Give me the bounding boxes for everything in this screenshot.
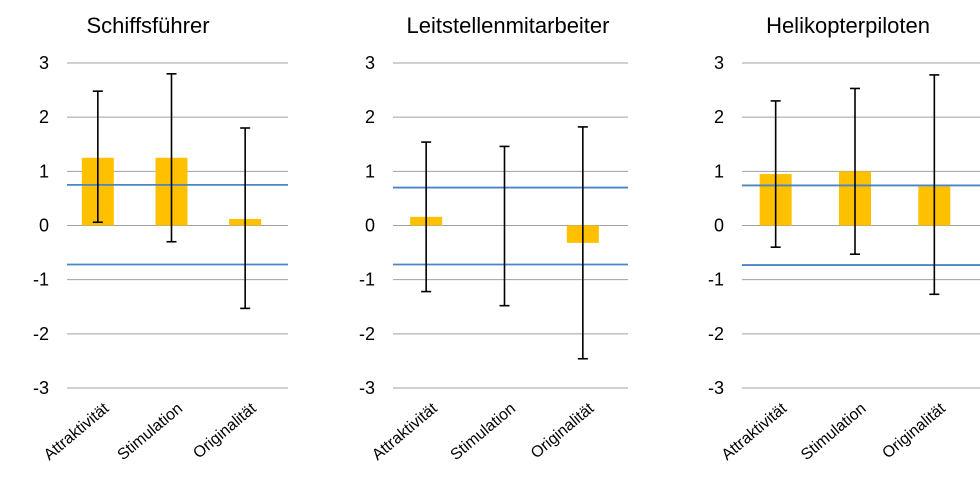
y-tick-label: -2 xyxy=(708,324,724,344)
y-tick-label: -2 xyxy=(359,324,375,344)
y-tick-label: -3 xyxy=(33,378,49,398)
chart-panel-2: Leitstellenmitarbeiter 3 2 1 0 -1 -2 -3Attrakti… xyxy=(359,13,628,464)
x-tick-label: Stimulation xyxy=(798,400,870,464)
y-tick-label: 3 xyxy=(714,53,724,73)
x-tick-label: Originalität xyxy=(879,400,949,463)
chart-title: Leitstellenmitarbeiter xyxy=(407,13,610,38)
y-tick-label: 2 xyxy=(365,107,375,127)
chart-title: Helikopterpiloten xyxy=(766,13,930,38)
y-tick-label: -3 xyxy=(359,378,375,398)
x-tick-label: Attraktivität xyxy=(369,400,441,464)
y-tick-label: -1 xyxy=(359,270,375,290)
y-tick-label: 1 xyxy=(365,161,375,181)
chart-title: Schiffsführer xyxy=(86,13,209,38)
x-tick-label: Originalität xyxy=(528,400,598,463)
y-tick-label: 2 xyxy=(39,107,49,127)
y-tick-label: 2 xyxy=(714,107,724,127)
y-tick-label: 3 xyxy=(39,53,49,73)
y-tick-label: -3 xyxy=(708,378,724,398)
x-tick-label: Attraktivität xyxy=(41,400,113,464)
x-tick-label: Attraktivität xyxy=(719,400,791,464)
y-tick-label: -1 xyxy=(708,270,724,290)
y-tick-label: 1 xyxy=(714,161,724,181)
chart-panel-3: Helikopterpiloten 3 2 1 0 -1 -2 -3Attraktivität… xyxy=(708,13,980,464)
x-tick-label: Originalität xyxy=(190,400,260,463)
y-tick-label: 0 xyxy=(714,216,724,236)
y-tick-label: -1 xyxy=(33,270,49,290)
x-tick-label: Stimulation xyxy=(448,400,520,464)
x-tick-label: Stimulation xyxy=(115,400,187,464)
y-tick-label: 0 xyxy=(39,216,49,236)
y-tick-label: -2 xyxy=(33,324,49,344)
y-tick-label: 3 xyxy=(365,53,375,73)
y-tick-label: 1 xyxy=(39,161,49,181)
y-tick-label: 0 xyxy=(365,216,375,236)
